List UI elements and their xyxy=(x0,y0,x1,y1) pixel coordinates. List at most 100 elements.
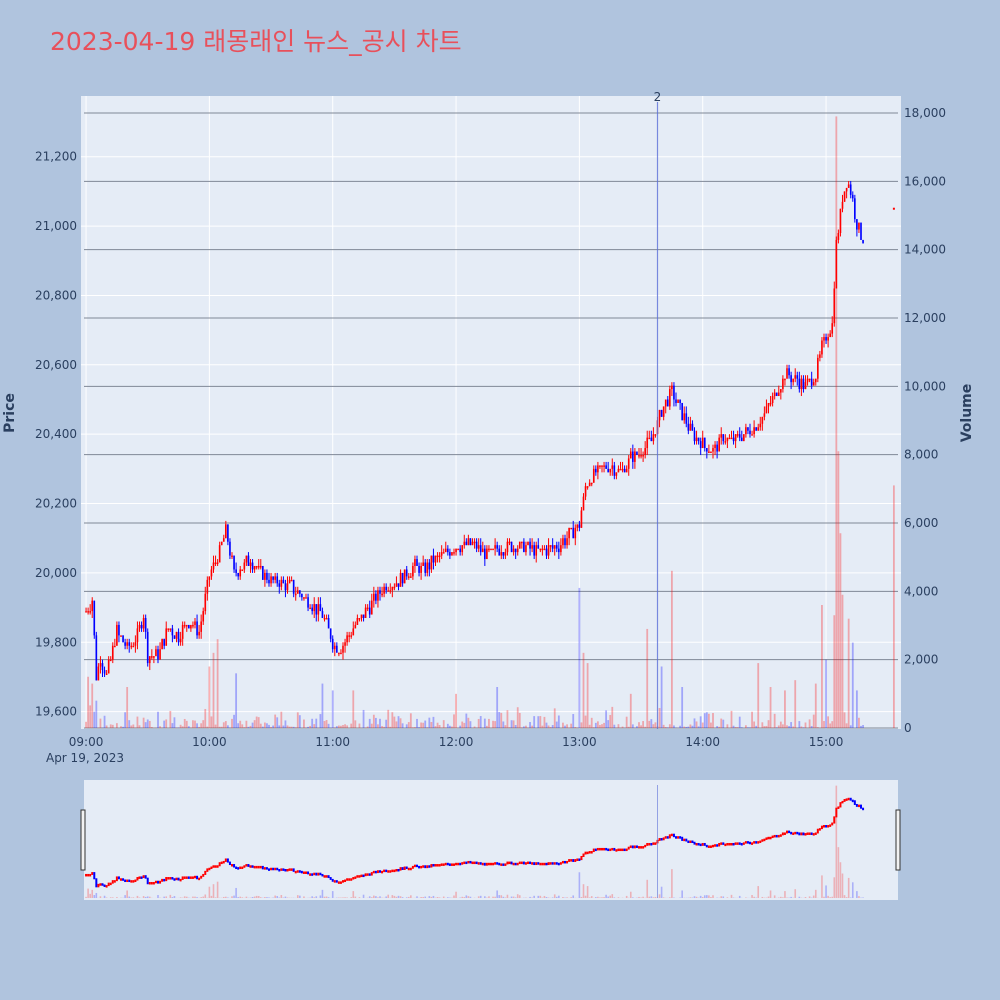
volume-bar xyxy=(518,712,521,728)
volume-bar xyxy=(804,722,807,728)
slider-candle xyxy=(399,867,402,871)
range-slider[interactable] xyxy=(80,780,901,900)
slider-candle xyxy=(732,842,735,846)
candlestick xyxy=(457,548,459,551)
candlestick xyxy=(262,565,264,580)
candlestick xyxy=(823,333,825,348)
slider-volume-bar xyxy=(730,894,733,898)
slider-candle xyxy=(103,884,106,887)
range-slider-right-handle[interactable] xyxy=(895,809,901,871)
volume-bar xyxy=(650,719,653,728)
volume-bar xyxy=(586,663,589,728)
slider-candle xyxy=(796,831,799,835)
slider-volume-bar xyxy=(504,897,507,898)
slider-volume-bar xyxy=(284,896,287,898)
candlestick xyxy=(101,659,104,677)
slider-candle xyxy=(829,824,832,827)
price-tick-label: 20,400 xyxy=(35,427,77,441)
slider-candle xyxy=(570,859,573,862)
slider-candle xyxy=(627,846,630,850)
slider-volume-bar xyxy=(710,897,712,898)
slider-candle xyxy=(313,872,316,876)
slider-candle xyxy=(416,864,418,868)
volume-bar xyxy=(459,725,462,728)
slider-volume-bar xyxy=(545,897,548,898)
slider-candle xyxy=(860,804,862,809)
candlestick xyxy=(218,541,221,563)
volume-bar xyxy=(124,712,127,728)
slider-candle xyxy=(792,832,795,835)
slider-candle xyxy=(325,875,328,878)
volume-bar xyxy=(553,708,556,728)
candlestick xyxy=(447,545,449,556)
volume-bar xyxy=(370,723,373,728)
price-tick-label: 20,200 xyxy=(35,497,77,511)
candlestick xyxy=(749,423,751,438)
candlestick xyxy=(845,187,848,199)
slider-candle xyxy=(757,841,760,844)
volume-bar xyxy=(249,725,252,728)
volume-bar xyxy=(138,725,141,728)
candlestick xyxy=(572,520,575,539)
slider-volume-bar xyxy=(773,895,776,898)
volume-bar xyxy=(294,727,297,728)
volume-bar xyxy=(771,727,774,728)
candlestick xyxy=(738,427,741,442)
candlestick xyxy=(272,576,274,584)
slider-candle xyxy=(683,838,686,842)
candlestick xyxy=(354,621,357,629)
candlestick xyxy=(798,371,801,393)
volume-bar xyxy=(508,727,511,728)
volume-bar xyxy=(455,693,457,728)
slider-candle xyxy=(216,865,219,868)
slider-candle xyxy=(712,844,714,848)
slider-volume-bar xyxy=(477,896,480,898)
slider-candle xyxy=(644,844,647,848)
news-markers[interactable]: 2 xyxy=(654,90,662,729)
slider-volume-bar xyxy=(268,897,270,898)
volume-bar xyxy=(658,708,661,728)
slider-candle xyxy=(124,879,127,883)
candlestick xyxy=(146,628,149,667)
volume-bar xyxy=(379,718,381,728)
candlestick xyxy=(358,618,361,622)
candlestick xyxy=(703,437,706,452)
slider-volume-bar xyxy=(506,894,509,898)
slider-candle xyxy=(381,870,384,874)
volume-bar xyxy=(580,722,583,728)
candlestick xyxy=(849,180,852,199)
candlestick xyxy=(802,375,805,393)
candlestick xyxy=(122,635,124,643)
volume-bar xyxy=(835,116,838,728)
volume-bar xyxy=(177,727,180,728)
candlestick xyxy=(551,538,554,553)
time-tick-label: 11:00 xyxy=(315,735,350,749)
slider-candle xyxy=(806,832,809,835)
slider-candle xyxy=(167,877,170,880)
candlestick xyxy=(685,406,688,428)
slider-volume-bar xyxy=(393,895,396,898)
slider-candle xyxy=(514,862,517,866)
slider-volume-bar xyxy=(321,889,324,898)
range-slider-left-handle[interactable] xyxy=(80,809,86,871)
slider-volume-bar xyxy=(183,896,186,898)
volume-bar xyxy=(399,718,402,728)
slider-volume-bar xyxy=(239,896,242,898)
slider-candle xyxy=(490,862,492,866)
slider-candle xyxy=(705,844,708,848)
volume-bar xyxy=(261,726,264,728)
candlestick xyxy=(214,555,217,566)
candlestick xyxy=(249,559,252,573)
slider-volume-bar xyxy=(354,896,357,898)
volume-bar xyxy=(222,722,225,728)
volume-axis-title: Volume xyxy=(959,384,975,443)
candlestick xyxy=(490,548,492,551)
candlestick xyxy=(504,548,507,560)
slider-candle xyxy=(434,864,437,867)
volume-bar xyxy=(570,723,573,728)
slider-volume-bar xyxy=(233,895,235,898)
candlestick xyxy=(650,430,653,442)
slider-candle xyxy=(290,868,293,871)
volume-bar xyxy=(247,726,250,728)
plot-area[interactable] xyxy=(81,96,901,729)
